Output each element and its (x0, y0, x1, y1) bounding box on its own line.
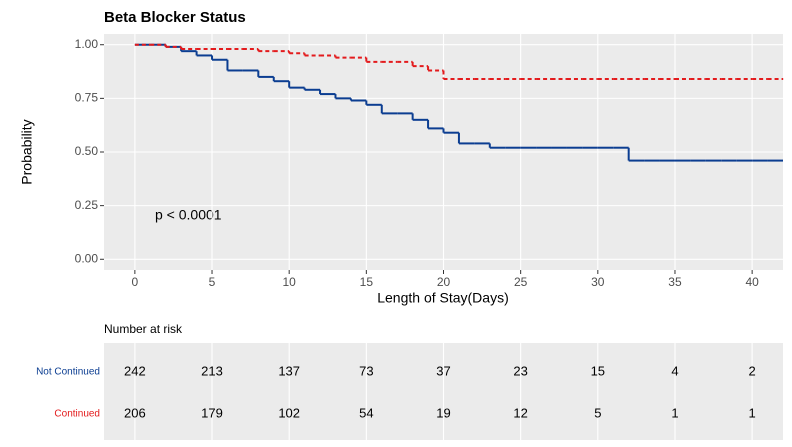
table-cell: 73 (359, 363, 373, 378)
x-tick-label: 0 (132, 275, 139, 289)
table-cell: 102 (278, 405, 300, 420)
table-cell: 37 (436, 363, 450, 378)
table-cell: 179 (201, 405, 223, 420)
table-row-label: Continued (54, 409, 100, 420)
table-cell: 2 (749, 363, 756, 378)
table-cell: 1 (749, 405, 756, 420)
x-tick-label: 5 (209, 275, 216, 289)
x-tick-label: 15 (360, 275, 374, 289)
table-cell: 206 (124, 405, 146, 420)
table-cell: 54 (359, 405, 373, 420)
table-row-label: Not Continued (36, 367, 100, 378)
table-cell: 5 (594, 405, 601, 420)
x-tick-label: 25 (514, 275, 528, 289)
y-tick-label: 0.50 (75, 144, 99, 158)
x-tick-label: 40 (745, 275, 759, 289)
x-tick-label: 30 (591, 275, 605, 289)
table-cell: 1 (671, 405, 678, 420)
x-axis-title: Length of Stay(Days) (377, 290, 509, 306)
table-cell: 242 (124, 363, 146, 378)
chart-title: Beta Blocker Status (104, 9, 246, 26)
table-cell: 23 (513, 363, 527, 378)
y-tick-label: 0.75 (75, 91, 99, 105)
table-cell: 12 (513, 405, 527, 420)
table-cell: 19 (436, 405, 450, 420)
table-cell: 15 (591, 363, 605, 378)
annotation: p < 0.0001 (155, 207, 222, 223)
table-cell: 4 (671, 363, 678, 378)
table-title: Number at risk (104, 322, 183, 336)
y-tick-label: 0.25 (75, 198, 99, 212)
y-tick-label: 1.00 (75, 37, 99, 51)
y-axis-title: Probability (19, 119, 35, 184)
x-tick-label: 35 (668, 275, 682, 289)
table-cell: 137 (278, 363, 300, 378)
y-tick-label: 0.00 (75, 251, 99, 265)
x-tick-label: 10 (283, 275, 297, 289)
x-tick-label: 20 (437, 275, 451, 289)
table-cell: 213 (201, 363, 223, 378)
